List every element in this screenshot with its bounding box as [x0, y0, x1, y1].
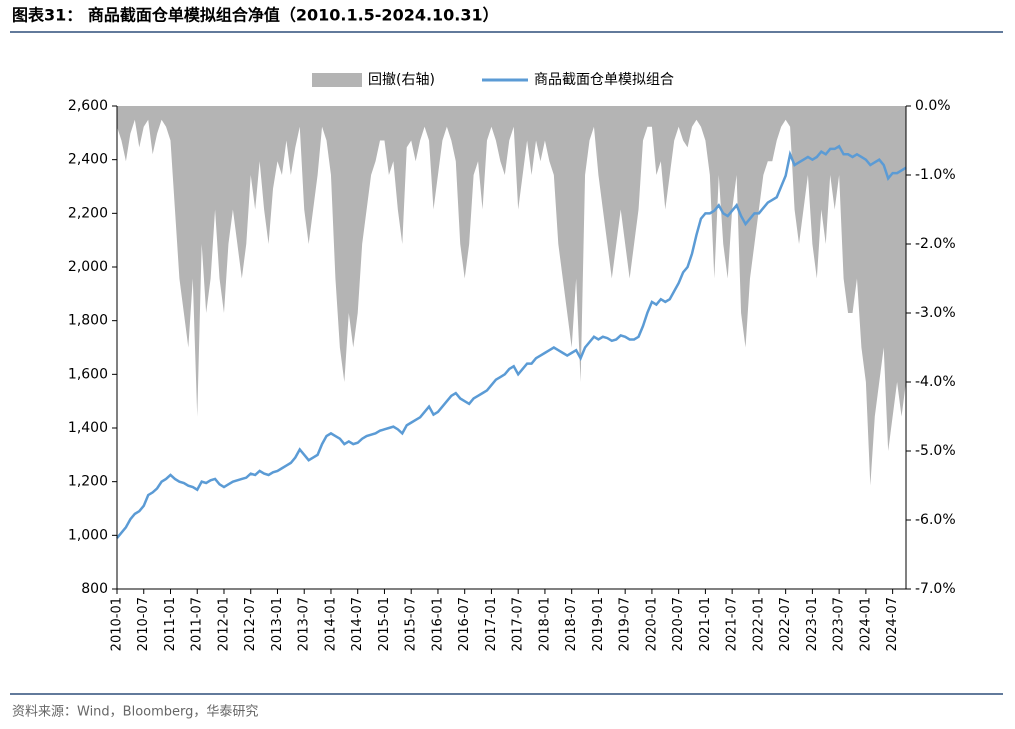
- x-tick-label: 2017-07: [511, 597, 526, 651]
- y-tick-label: 1,200: [68, 474, 108, 490]
- y-tick-label: 2,600: [68, 98, 108, 114]
- legend-label: 商品截面仓单模拟组合: [534, 72, 674, 88]
- x-tick-label: 2011-07: [190, 597, 205, 651]
- x-tick-label: 2019-01: [591, 597, 606, 651]
- y-tick-label: 1,000: [68, 527, 108, 543]
- x-tick-label: 2024-07: [885, 597, 900, 651]
- x-tick-label: 2018-01: [537, 597, 552, 651]
- x-tick-label: 2024-01: [858, 597, 873, 651]
- y2-tick-label: -2.0%: [915, 236, 956, 252]
- x-tick-label: 2013-01: [270, 597, 285, 651]
- x-tick-label: 2010-07: [136, 597, 151, 651]
- x-tick-label: 2022-07: [778, 597, 793, 651]
- x-tick-label: 2015-01: [377, 597, 392, 651]
- x-tick-label: 2018-07: [564, 597, 579, 651]
- y2-tick-label: -1.0%: [915, 167, 956, 183]
- x-tick-label: 2014-01: [323, 597, 338, 651]
- source: 资料来源：Wind，Bloomberg，华泰研究: [12, 705, 258, 720]
- x-tick-label: 2017-01: [484, 597, 499, 651]
- x-tick-label: 2012-01: [216, 597, 231, 651]
- y-tick-label: 1,600: [68, 366, 108, 382]
- x-tick-label: 2014-07: [350, 597, 365, 651]
- x-tick-label: 2021-01: [698, 597, 713, 651]
- x-tick-label: 2023-01: [805, 597, 820, 651]
- y-tick-label: 1,800: [68, 313, 108, 329]
- x-tick-label: 2015-07: [404, 597, 419, 651]
- y2-tick-label: -3.0%: [915, 305, 956, 321]
- x-tick-label: 2021-07: [725, 597, 740, 651]
- nav-line: [116, 144, 907, 539]
- x-tick-label: 2019-07: [618, 597, 633, 651]
- y2-tick-label: -7.0%: [915, 581, 956, 597]
- y-tick-label: 2,400: [68, 152, 108, 168]
- y-tick-label: 800: [81, 581, 108, 597]
- legend-swatch: [312, 73, 362, 87]
- y2-tick-label: 0.0%: [915, 98, 951, 114]
- y2-tick-label: -5.0%: [915, 443, 956, 459]
- y2-tick-label: -4.0%: [915, 374, 956, 390]
- x-tick-label: 2020-07: [671, 597, 686, 651]
- x-tick-label: 2016-01: [430, 597, 445, 651]
- x-tick-label: 2012-07: [243, 597, 258, 651]
- x-tick-label: 2011-01: [163, 597, 178, 651]
- y2-tick-label: -6.0%: [915, 512, 956, 528]
- legend-label: 回撤(右轴): [368, 72, 435, 88]
- x-tick-label: 2023-07: [832, 597, 847, 651]
- y-tick-label: 1,400: [68, 420, 108, 436]
- drawdown-area: [117, 106, 906, 486]
- x-tick-label: 2016-07: [457, 597, 472, 651]
- x-tick-label: 2022-01: [751, 597, 766, 651]
- y-tick-label: 2,200: [68, 205, 108, 221]
- chart-title: 图表31： 商品截面仓单模拟组合净值（2010.1.5-2024.10.31）: [12, 6, 499, 25]
- x-tick-label: 2013-07: [297, 597, 312, 651]
- y-tick-label: 2,000: [68, 259, 108, 275]
- x-tick-label: 2010-01: [110, 597, 125, 651]
- x-tick-label: 2020-01: [644, 597, 659, 651]
